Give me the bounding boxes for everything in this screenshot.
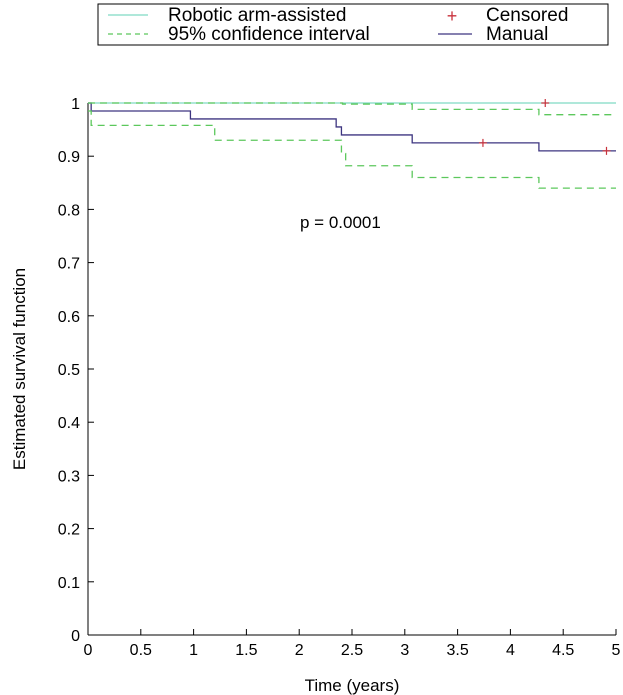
x-tick-label: 5 bbox=[612, 642, 621, 659]
series-line-95-confidence-interval-3 bbox=[88, 110, 616, 189]
y-tick-label: 0 bbox=[71, 628, 80, 645]
y-tick-label: 0.4 bbox=[58, 415, 80, 432]
y-tick-label: 0.2 bbox=[58, 522, 80, 539]
series-line-manual-1 bbox=[88, 102, 616, 152]
x-tick-label: 1.5 bbox=[235, 642, 257, 659]
y-tick-label: 0.7 bbox=[58, 256, 80, 273]
x-tick-label: 3.5 bbox=[446, 642, 468, 659]
y-tick-label: 0.6 bbox=[58, 309, 80, 326]
legend: Robotic arm-assisted + Censored 95% conf… bbox=[97, 3, 609, 46]
censored-marker bbox=[478, 138, 487, 147]
y-ticks: 0 0.1 0.2 0.3 0.4 0.5 0.6 0.7 0.8 0.9 1 bbox=[58, 96, 94, 645]
series-line-95-confidence-interval-2 bbox=[88, 102, 616, 116]
censored-marker bbox=[541, 99, 550, 107]
y-tick-label: 1 bbox=[71, 96, 80, 113]
x-tick-label: 1 bbox=[189, 642, 198, 659]
y-tick-label: 0.5 bbox=[58, 362, 80, 379]
y-tick-label: 0.3 bbox=[58, 468, 80, 485]
series-layer bbox=[88, 102, 616, 189]
legend-label-manual: Manual bbox=[486, 24, 548, 45]
x-tick-label: 0.5 bbox=[130, 642, 152, 659]
x-tick-label: 3 bbox=[400, 642, 409, 659]
x-tick-label: 2 bbox=[295, 642, 304, 659]
censor-markers bbox=[478, 99, 611, 155]
y-tick-label: 0.1 bbox=[58, 575, 80, 592]
p-value-annotation: p = 0.0001 bbox=[300, 213, 381, 232]
x-axis-title: Time (years) bbox=[305, 676, 400, 695]
legend-label-ci: 95% confidence interval bbox=[168, 24, 370, 45]
censored-marker bbox=[602, 146, 611, 155]
x-ticks: 0 0.5 1 1.5 2 2.5 3 3.5 4 4.5 5 bbox=[84, 629, 621, 659]
x-tick-label: 2.5 bbox=[341, 642, 363, 659]
y-tick-label: 0.9 bbox=[58, 149, 80, 166]
y-axis-title: Estimated survival function bbox=[10, 268, 29, 470]
x-tick-label: 4 bbox=[506, 642, 515, 659]
x-tick-label: 0 bbox=[84, 642, 93, 659]
y-tick-label: 0.8 bbox=[58, 202, 80, 219]
legend-box bbox=[97, 3, 609, 46]
legend-label-robotic: Robotic arm-assisted bbox=[168, 5, 346, 26]
x-tick-label: 4.5 bbox=[552, 642, 574, 659]
legend-label-censored: Censored bbox=[486, 5, 568, 26]
legend-swatch-censored: + bbox=[447, 6, 458, 26]
